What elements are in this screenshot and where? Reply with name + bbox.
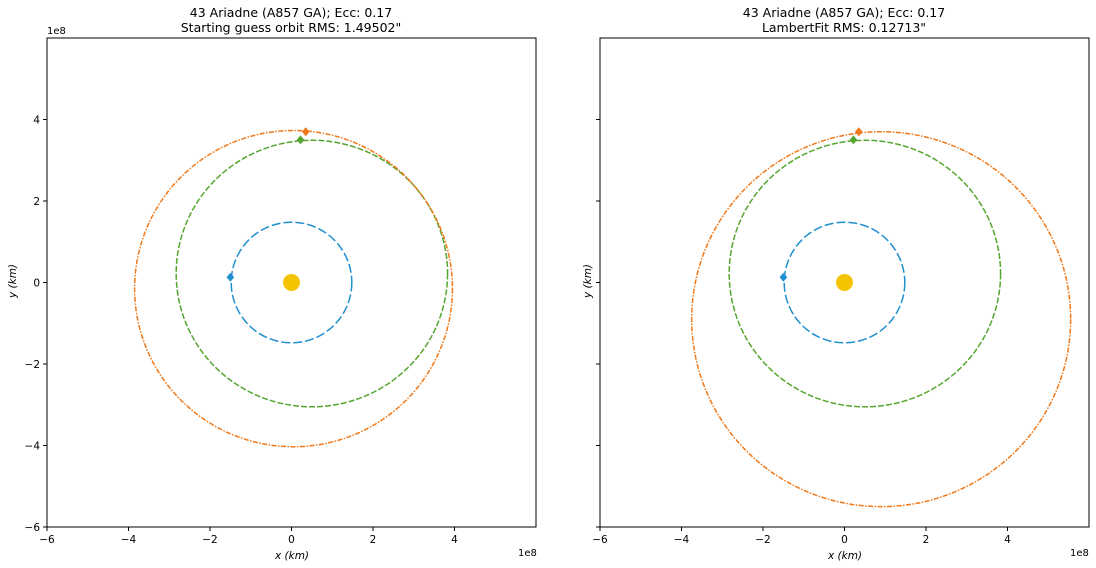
x-tick-label: −2 [755, 534, 770, 546]
y-tick-label: 4 [33, 115, 40, 127]
orbit-path [175, 139, 449, 408]
orbit-path [230, 221, 353, 344]
x-tick-label: −6 [592, 534, 608, 546]
body-position-marker [849, 135, 858, 145]
panel-right-y-axis-label: y (km) [582, 264, 594, 299]
panel-right-x-axis-label: x (km) [827, 550, 862, 562]
y-tick-label: 0 [33, 278, 40, 290]
body-position-marker [854, 127, 863, 137]
panel-left: 43 Ariadne (A857 GA); Ecc: 0.17 Starting… [7, 5, 537, 562]
panel-right-x-scale-label: 1e8 [1070, 548, 1089, 559]
sun-marker [836, 274, 853, 291]
body-position-marker [296, 135, 305, 145]
body-position-marker [226, 272, 235, 282]
panel-right-subtitle: LambertFit RMS: 0.12713" [762, 20, 926, 35]
orbit-path [690, 130, 1072, 508]
y-tick-label: 2 [33, 196, 40, 208]
panel-left-y-scale-label: 1e8 [47, 26, 66, 37]
panel-left-y-axis-label: y (km) [7, 264, 19, 299]
x-tick-label: 0 [841, 534, 848, 546]
orbit-path [133, 129, 454, 448]
x-tick-label: −6 [39, 534, 55, 546]
panel-right-title: 43 Ariadne (A857 GA); Ecc: 0.17 [743, 5, 945, 20]
body-position-marker [779, 272, 788, 282]
x-tick-label: 2 [923, 534, 930, 546]
body-position-marker [301, 127, 310, 137]
panel-left-plot-area: −6 −4 −2 0 2 4 −6 −4 −2 0 2 4 [25, 37, 537, 546]
x-tick-label: 4 [451, 534, 458, 546]
y-tick-label: −6 [25, 522, 41, 534]
sun-marker [283, 274, 300, 291]
y-tick-label: −2 [25, 359, 40, 371]
x-tick-label: −2 [202, 534, 217, 546]
x-tick-label: −4 [121, 534, 137, 546]
panel-right: 43 Ariadne (A857 GA); Ecc: 0.17 LambertF… [582, 5, 1090, 562]
x-tick-label: 4 [1004, 534, 1011, 546]
orbit-path [783, 221, 906, 344]
panel-left-x-scale-label: 1e8 [518, 548, 537, 559]
orbit-path [728, 139, 1002, 408]
y-tick-label: −4 [25, 441, 41, 453]
x-tick-label: 2 [370, 534, 377, 546]
panel-left-x-axis-label: x (km) [274, 550, 309, 562]
x-tick-label: 0 [288, 534, 295, 546]
panel-right-plot-area: −6 −4 −2 0 2 4 [592, 37, 1090, 546]
panel-left-title: 43 Ariadne (A857 GA); Ecc: 0.17 [190, 5, 392, 20]
panel-left-subtitle: Starting guess orbit RMS: 1.49502" [181, 20, 401, 35]
x-tick-label: −4 [674, 534, 690, 546]
